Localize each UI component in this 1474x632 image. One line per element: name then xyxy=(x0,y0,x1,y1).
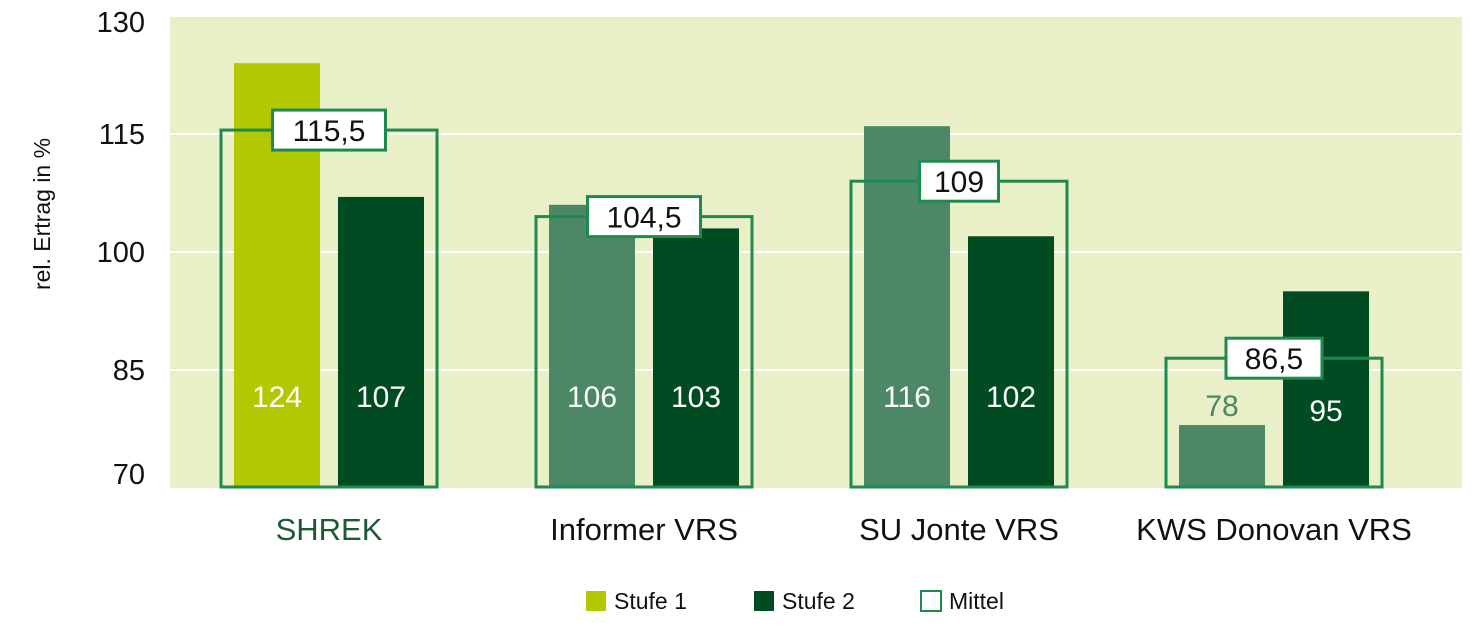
legend-swatch xyxy=(586,591,606,611)
bar-stufe-1 xyxy=(549,204,635,489)
legend-swatch xyxy=(920,590,942,612)
legend-item-stufe-2: Stufe 2 xyxy=(754,588,855,614)
mean-label: 86,5 xyxy=(1245,343,1303,376)
data-label: 78 xyxy=(1205,390,1238,423)
legend: Stufe 1 Stufe 2 Mittel xyxy=(586,588,1004,614)
x-tick-label: SU Jonte VRS xyxy=(859,512,1059,547)
mean-boxes: 115,5 104,5 109 86,5 xyxy=(219,108,1384,489)
legend-label: Stufe 1 xyxy=(614,588,687,614)
data-label: 106 xyxy=(567,381,617,414)
bar-stufe-2 xyxy=(1283,291,1369,488)
legend-swatch xyxy=(754,591,774,611)
y-tick-label: 85 xyxy=(113,355,145,387)
data-label: 116 xyxy=(883,381,931,414)
mean-label-box xyxy=(918,159,1000,203)
data-label: 124 xyxy=(252,381,302,414)
y-axis-ticks: 70 85 100 115 130 xyxy=(97,7,145,491)
data-label: 95 xyxy=(1309,395,1342,428)
legend-label: Mittel xyxy=(949,588,1004,614)
y-tick-label: 130 xyxy=(97,7,145,39)
mean-label: 109 xyxy=(934,166,984,199)
mean-label-box xyxy=(1224,336,1324,380)
y-tick-label: 100 xyxy=(97,237,145,269)
mean-label-box xyxy=(271,108,387,152)
legend-item-mittel: Mittel xyxy=(920,588,1004,614)
legend-label: Stufe 2 xyxy=(782,588,855,614)
legend-item-stufe-1: Stufe 1 xyxy=(586,588,687,614)
mean-label: 104,5 xyxy=(606,202,681,235)
mean-label-box xyxy=(586,195,702,239)
y-tick-label: 115 xyxy=(99,119,145,151)
bar-stufe-2 xyxy=(338,196,424,488)
bar-stufe-2 xyxy=(968,236,1054,488)
x-tick-label: SHREK xyxy=(276,512,383,547)
bar-stufe-1 xyxy=(1179,425,1265,488)
data-label: 102 xyxy=(986,381,1036,414)
y-axis-label: rel. Ertrag in % xyxy=(29,138,55,290)
x-axis-labels: SHREK Informer VRS SU Jonte VRS KWS Donovan… xyxy=(276,512,1412,547)
x-tick-label: Informer VRS xyxy=(550,512,738,547)
y-tick-label: 70 xyxy=(113,459,145,491)
mean-label: 115,5 xyxy=(293,115,366,148)
data-label: 103 xyxy=(671,381,721,414)
data-label: 107 xyxy=(356,381,406,414)
x-tick-label: KWS Donovan VRS xyxy=(1136,512,1412,547)
bars: 124 107 106 103 116 102 78 95 xyxy=(234,63,1369,489)
bar-stufe-2 xyxy=(653,228,739,488)
